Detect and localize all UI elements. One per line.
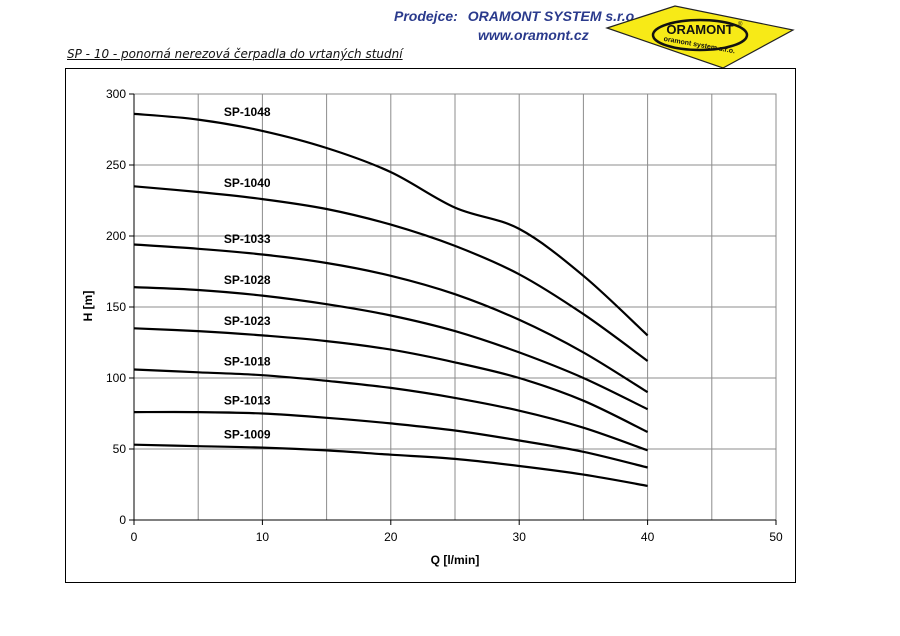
- y-axis-label: H [m]: [81, 291, 95, 322]
- grid-layer: [133, 93, 777, 521]
- series-line-sp-1013: [133, 410, 648, 469]
- series-layer: SP-1048 SP-1040 SP-1033 SP-1028 SP-1023 SP-10…: [133, 105, 649, 487]
- series-label-sp-1013: SP-1013: [224, 394, 271, 408]
- logo-registered: ®: [738, 21, 743, 28]
- series-line-sp-1040: [133, 185, 649, 362]
- series-line-sp-1023: [133, 327, 649, 433]
- axis-layer: 0 50 100 150 200 250 300 0 10 20 30 40 50: [106, 87, 783, 544]
- logo-brand: ORAMONT: [666, 22, 733, 37]
- y-tick-label: 150: [106, 300, 126, 314]
- x-tick-label: 10: [256, 530, 270, 544]
- series-line-sp-1028: [133, 286, 649, 411]
- x-tick-label: 20: [384, 530, 398, 544]
- page-subtitle: SP - 10 - ponorná nerezová čerpadla do v…: [67, 47, 403, 61]
- y-tick-label: 100: [106, 371, 126, 385]
- x-tick-label: 40: [641, 530, 655, 544]
- y-tick-label: 200: [106, 229, 126, 243]
- series-label-sp-1048: SP-1048: [224, 105, 271, 119]
- x-tick-label: 30: [513, 530, 527, 544]
- x-axis-label: Q [l/min]: [431, 553, 480, 567]
- series-label-sp-1009: SP-1009: [224, 428, 271, 442]
- series-line-sp-1018: [133, 368, 648, 452]
- dealer-name: ORAMONT SYSTEM s.r.o.: [467, 8, 639, 24]
- series-label-sp-1033: SP-1033: [224, 232, 271, 246]
- oramont-logo: ORAMONT ® oramont system s.r.o.: [605, 5, 795, 69]
- dealer-label: Prodejce:: [394, 8, 458, 24]
- series-label-sp-1018: SP-1018: [224, 354, 271, 368]
- x-tick-label: 0: [131, 530, 138, 544]
- y-tick-label: 250: [106, 158, 126, 172]
- y-tick-label: 50: [113, 442, 127, 456]
- logo-oval: [651, 18, 749, 52]
- series-label-sp-1028: SP-1028: [224, 273, 271, 287]
- website-link[interactable]: www.oramont.cz: [478, 27, 589, 43]
- y-tick-label: 0: [119, 513, 126, 527]
- y-tick-label: 300: [106, 87, 126, 101]
- x-tick-label: 50: [769, 530, 783, 544]
- chart-frame: [65, 68, 796, 583]
- series-line-sp-1009: [133, 443, 648, 487]
- series-line-sp-1033: [133, 243, 649, 394]
- series-label-sp-1040: SP-1040: [224, 176, 271, 190]
- series-line-sp-1048: [133, 112, 649, 337]
- series-label-sp-1023: SP-1023: [224, 314, 271, 328]
- dealer-line: Prodejce: ORAMONT SYSTEM s.r.o.: [394, 8, 638, 24]
